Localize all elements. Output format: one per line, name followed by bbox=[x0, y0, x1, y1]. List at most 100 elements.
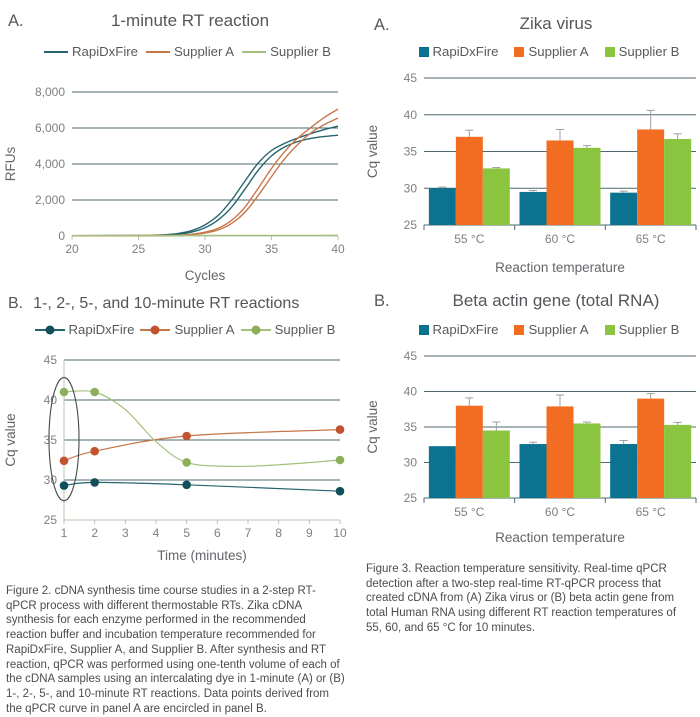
supplier-b-marker bbox=[335, 455, 345, 465]
y-tick-label: 30 bbox=[404, 181, 418, 195]
beta-actin-bar-chart: 25 30 35 40 45 Reaction temperature Cq value 55… bbox=[365, 349, 697, 545]
supplier-b-legend-swatch-icon bbox=[604, 46, 615, 57]
rapidxfire-legend-swatch-icon bbox=[44, 50, 69, 53]
fig2-panel-b-label: B. bbox=[8, 295, 24, 312]
supplier-a-marker bbox=[59, 456, 69, 466]
x-tick-label: 5 bbox=[183, 526, 190, 540]
legend-item-supplier-b: Supplier B bbox=[604, 322, 680, 337]
supplier-b-legend-swatch-icon bbox=[604, 324, 615, 335]
category-label: 55 °C bbox=[454, 505, 484, 519]
figure2-caption: Figure 2. cDNA synthesis time course stu… bbox=[6, 585, 345, 715]
amplification-line-chart: 0 2,000 4,000 6,000 8,000 Cycles RFUs 20 25 30 35 4… bbox=[3, 85, 345, 283]
legend-label: Supplier B bbox=[274, 322, 336, 337]
legend-label: Supplier A bbox=[173, 44, 235, 59]
y-axis-title: Cq value bbox=[3, 413, 18, 466]
figure3-caption: Figure 3. Reaction temperature sensitivi… bbox=[366, 563, 677, 634]
rapidxfire-bar bbox=[428, 446, 456, 498]
y-tick-label: 30 bbox=[404, 456, 418, 470]
supplier-a-marker bbox=[182, 431, 191, 441]
fig3-panel-b-legend: RapiDxFire Supplier A Supplier B bbox=[400, 322, 698, 337]
fig2-panel-b-title: 1-, 2-, 5-, and 10-minute RT reactions bbox=[33, 295, 300, 312]
supplier-b-curve bbox=[63, 390, 341, 468]
supplier-a-bar bbox=[637, 398, 665, 498]
supplier-b-bar bbox=[573, 423, 601, 498]
y-tick-label: 0 bbox=[58, 229, 65, 243]
x-axis-title: Reaction temperature bbox=[495, 260, 625, 275]
encircled-annotation bbox=[48, 377, 80, 502]
legend-label: Supplier B bbox=[618, 322, 680, 337]
rapidxfire-bar bbox=[610, 444, 638, 498]
rapidxfire-marker-dot bbox=[45, 325, 55, 334]
rapidxfire-legend-swatch-icon bbox=[34, 325, 65, 334]
supplier-a-bar bbox=[546, 140, 574, 225]
rapidxfire-legend-swatch-icon bbox=[418, 46, 429, 57]
fig3-panel-b-label: B. bbox=[374, 292, 390, 310]
supplier-a-legend-swatch-icon bbox=[140, 325, 171, 334]
legend-item-supplier-a: Supplier A bbox=[145, 44, 235, 59]
rapidxfire-rep-2-curve bbox=[71, 134, 339, 237]
supplier-a-curve bbox=[63, 429, 341, 462]
fig3-panel-a-title: Zika virus bbox=[519, 14, 593, 33]
supplier-a-legend-swatch-icon bbox=[145, 50, 170, 53]
supplier-b-bar bbox=[482, 168, 510, 225]
y-tick-label: 40 bbox=[404, 385, 418, 399]
y-tick-label: 40 bbox=[404, 108, 418, 122]
y-tick-label: 40 bbox=[44, 393, 58, 407]
y-tick-label: 4,000 bbox=[35, 157, 65, 171]
y-tick-label: 45 bbox=[404, 349, 418, 363]
supplier-b-legend-swatch-icon bbox=[240, 325, 271, 334]
legend-item-supplier-a: Supplier A bbox=[514, 322, 589, 337]
supplier-a-rep-2-curve bbox=[71, 117, 339, 237]
y-axis-title: RFUs bbox=[3, 147, 18, 182]
supplier-b-bar bbox=[664, 139, 692, 225]
supplier-b-legend-swatch-icon bbox=[242, 50, 267, 53]
legend-label: Supplier A bbox=[528, 322, 589, 337]
x-tick-label: 8 bbox=[275, 526, 282, 540]
y-tick-label: 35 bbox=[404, 145, 418, 159]
y-tick-label: 25 bbox=[404, 218, 418, 232]
supplier-b-bar bbox=[482, 430, 510, 498]
y-tick-label: 6,000 bbox=[35, 121, 65, 135]
category-label: 60 °C bbox=[545, 505, 575, 519]
y-axis-title: Cq value bbox=[365, 400, 380, 453]
supplier-a-bar bbox=[455, 136, 483, 225]
fig3-panel-b-title: Beta actin gene (total RNA) bbox=[452, 291, 660, 310]
y-tick-label: 25 bbox=[44, 513, 58, 527]
supplier-a-bar bbox=[455, 405, 483, 498]
legend-label: Supplier B bbox=[618, 44, 680, 59]
y-tick-label: 35 bbox=[404, 420, 418, 434]
legend-item-rapidxfire: RapiDxFire bbox=[34, 322, 134, 337]
supplier-b-bar bbox=[664, 424, 692, 498]
rapidxfire-bar bbox=[519, 191, 547, 225]
rapidxfire-legend-swatch-icon bbox=[418, 324, 429, 335]
legend-item-supplier-b: Supplier B bbox=[242, 44, 331, 59]
supplier-a-bar bbox=[546, 406, 574, 498]
rapidxfire-marker bbox=[59, 481, 69, 490]
category-label: 60 °C bbox=[545, 232, 575, 246]
fig2-panel-a-legend: RapiDxFire Supplier A Supplier B bbox=[30, 44, 345, 59]
legend-item-supplier-b: Supplier B bbox=[240, 322, 336, 337]
supplier-b-marker bbox=[90, 387, 99, 397]
fig3-panel-a-legend: RapiDxFire Supplier A Supplier B bbox=[400, 44, 698, 59]
legend-item-supplier-b: Supplier B bbox=[604, 44, 680, 59]
y-tick-label: 8,000 bbox=[35, 85, 65, 99]
x-tick-label: 20 bbox=[65, 242, 79, 256]
legend-item-rapidxfire: RapiDxFire bbox=[44, 44, 138, 59]
legend-label: RapiDxFire bbox=[72, 44, 138, 59]
legend-label: RapiDxFire bbox=[432, 322, 499, 337]
y-tick-label: 35 bbox=[44, 433, 58, 447]
supplier-b-marker bbox=[59, 387, 69, 397]
legend-item-rapidxfire: RapiDxFire bbox=[418, 44, 498, 59]
x-axis-title: Cycles bbox=[185, 268, 226, 283]
x-axis-title: Reaction temperature bbox=[495, 530, 625, 545]
rapidxfire-marker bbox=[335, 486, 345, 496]
x-tick-label: 30 bbox=[198, 242, 212, 256]
legend-item-supplier-a: Supplier A bbox=[514, 44, 589, 59]
legend-label: Supplier A bbox=[528, 44, 589, 59]
fig2-panel-b-legend: RapiDxFire Supplier A Supplier B bbox=[25, 322, 345, 337]
rapidxfire-rep-1-curve bbox=[71, 125, 339, 237]
category-label: 65 °C bbox=[636, 232, 666, 246]
fig2-panel-a-title: 1-minute RT reaction bbox=[110, 11, 270, 30]
supplier-a-bar bbox=[637, 129, 665, 225]
